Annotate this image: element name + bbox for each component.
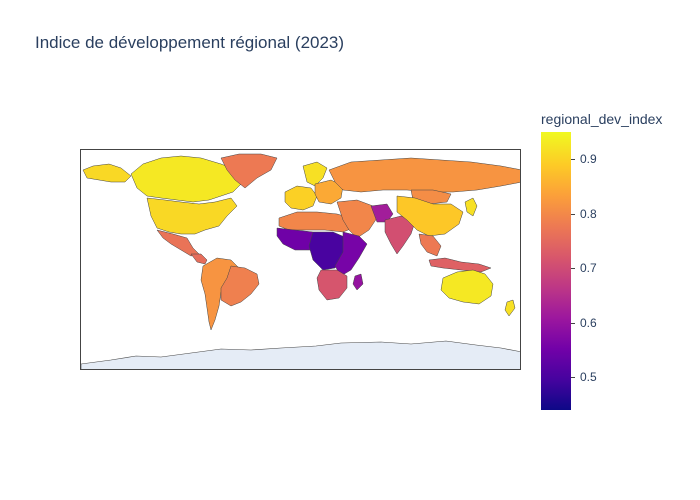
colorbar-tick-label: 0.7: [580, 261, 597, 276]
region-southern-africa: [316, 269, 348, 301]
colorbar-tick-mark: [571, 268, 575, 270]
region-usa: [146, 197, 238, 235]
colorbar-tick-label: 0.5: [580, 370, 597, 385]
colorbar-tick-label: 0.6: [580, 315, 597, 330]
colorbar-tick-label: 0.9: [580, 152, 597, 167]
colorbar-title: regional_dev_index: [541, 111, 663, 127]
region-new-zealand: [504, 299, 516, 317]
region-southeast-asia: [418, 233, 442, 257]
region-brazil: [220, 265, 260, 307]
region-australia: [440, 269, 494, 305]
region-central-america: [190, 253, 208, 265]
region-alaska: [82, 163, 132, 183]
world-map[interactable]: [80, 149, 521, 370]
region-madagascar: [352, 273, 364, 291]
colorbar: [541, 132, 571, 410]
region-central-africa: [308, 231, 348, 271]
region-pakistan-afghanistan: [370, 203, 394, 223]
region-indonesia: [428, 257, 492, 273]
colorbar-tick-mark: [571, 322, 575, 324]
colorbar-tick-mark: [571, 377, 575, 379]
region-scandinavia: [302, 161, 328, 187]
colorbar-tick-mark: [571, 213, 575, 215]
region-japan-korea: [464, 197, 478, 217]
colorbar-tick-mark: [571, 159, 575, 161]
chart-title: Indice de développement régional (2023): [35, 33, 345, 52]
map-svg: [81, 153, 520, 369]
region-east-africa: [334, 231, 368, 277]
region-canada: [130, 155, 244, 203]
antarctica: [81, 340, 520, 369]
region-eastern-europe: [314, 179, 344, 205]
colorbar-tick-label: 0.8: [580, 206, 597, 221]
region-middle-east: [336, 199, 378, 239]
region-greenland: [220, 153, 278, 189]
region-china: [396, 195, 464, 237]
region-russia: [328, 157, 520, 193]
region-western-europe: [284, 185, 318, 211]
